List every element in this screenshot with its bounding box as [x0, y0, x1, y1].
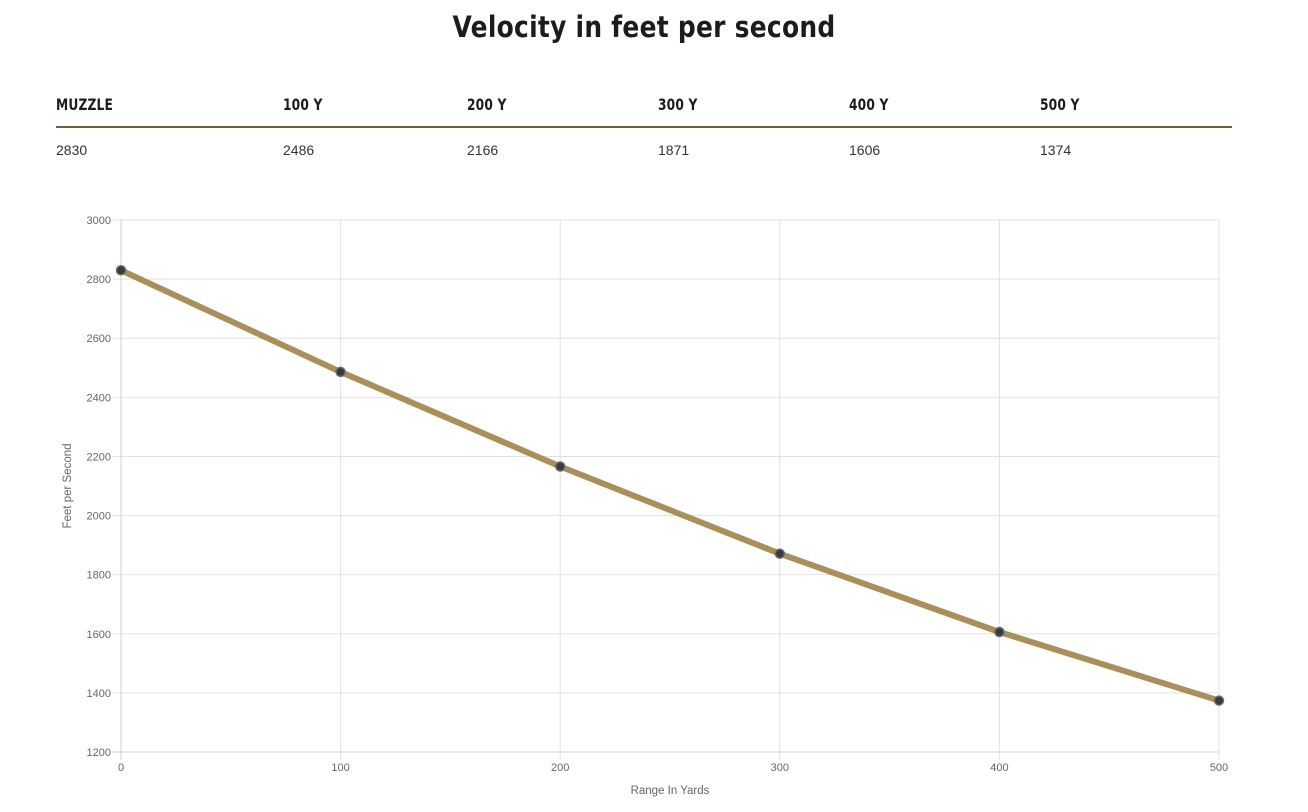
chart-points — [115, 264, 1225, 706]
value-400y: 1606 — [849, 142, 881, 158]
y-tick-label-1800: 1800 — [87, 570, 111, 582]
header-200y: 200 Y — [467, 95, 507, 114]
x-tick-label-0: 0 — [118, 762, 124, 774]
velocity-table-value-row: 2830 2486 2166 1871 1606 1374 — [56, 128, 1232, 164]
x-tick-label-400: 400 — [990, 762, 1008, 774]
y-tick-label-3000: 3000 — [87, 215, 111, 227]
chart-series — [118, 267, 1222, 704]
header-300y: 300 Y — [658, 95, 698, 114]
data-point-100 — [335, 366, 346, 378]
data-point-200 — [554, 461, 566, 472]
data-point-300 — [774, 548, 786, 559]
velocity-table: MUZZLE 100 Y 200 Y 300 Y 400 Y 500 Y 283… — [56, 90, 1232, 164]
value-500y: 1374 — [1040, 142, 1072, 158]
y-axis-title: Feet per Second — [62, 443, 74, 528]
x-tick-label-200: 200 — [551, 762, 569, 774]
value-100y: 2486 — [283, 142, 315, 158]
y-tick-label-2600: 2600 — [87, 333, 111, 345]
y-tick-label-1200: 1200 — [87, 747, 111, 759]
chart-grid — [113, 219, 1220, 760]
data-point-400 — [994, 626, 1005, 638]
header-muzzle: MUZZLE — [56, 95, 114, 114]
header-500y: 500 Y — [1040, 95, 1080, 114]
data-point-500 — [1213, 695, 1225, 706]
x-tick-label-300: 300 — [771, 762, 789, 774]
y-tick-label-2200: 2200 — [87, 451, 111, 463]
y-tick-label-2400: 2400 — [87, 392, 111, 404]
series-line-0 — [118, 267, 1222, 704]
y-tick-label-1400: 1400 — [87, 688, 111, 700]
y-tick-label-2800: 2800 — [87, 274, 111, 286]
page-title: Velocity in feet per second — [452, 10, 836, 44]
y-tick-label-2000: 2000 — [87, 511, 111, 523]
value-muzzle: 2830 — [56, 142, 88, 158]
velocity-table-header-row: MUZZLE 100 Y 200 Y 300 Y 400 Y 500 Y — [56, 90, 1232, 128]
data-point-0 — [115, 264, 127, 276]
header-400y: 400 Y — [849, 95, 889, 114]
value-300y: 1871 — [658, 142, 690, 158]
x-tick-label-100: 100 — [331, 762, 349, 774]
value-200y: 2166 — [467, 142, 499, 158]
header-100y: 100 Y — [283, 95, 323, 114]
y-tick-label-1600: 1600 — [87, 629, 111, 641]
chart-ticks: 1200140016001800200022002400260028003000… — [87, 215, 1229, 774]
x-axis-title: Range In Yards — [631, 785, 710, 797]
x-tick-label-500: 500 — [1210, 762, 1228, 774]
